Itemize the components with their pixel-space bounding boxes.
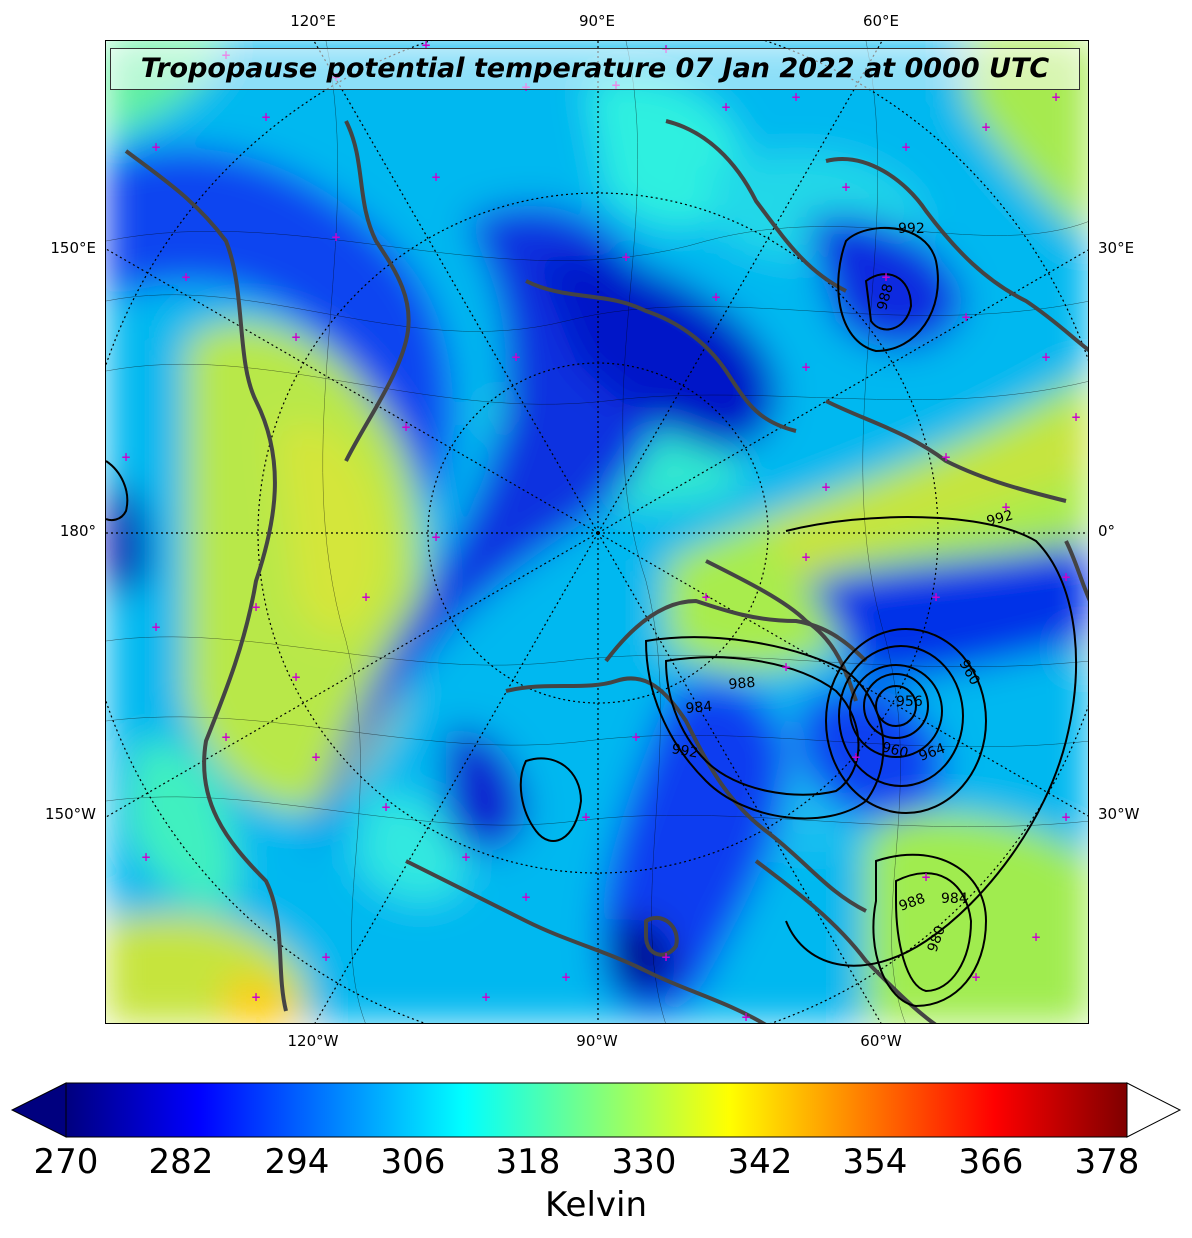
- station-marker: +: [431, 530, 441, 544]
- lon-label-top-1: 120°E: [290, 12, 336, 30]
- station-marker: +: [921, 870, 931, 884]
- coastlines: [124, 119, 1088, 1023]
- station-marker: +: [791, 90, 801, 104]
- station-marker: +: [801, 360, 811, 374]
- station-marker: +: [621, 250, 631, 264]
- contour-label: 992: [898, 221, 925, 237]
- station-marker: +: [251, 990, 261, 1004]
- station-marker: +: [261, 110, 271, 124]
- station-marker: +: [961, 310, 971, 324]
- colorbar-tick-label: 330: [611, 1142, 677, 1182]
- station-marker: +: [901, 140, 911, 154]
- colorbar: [10, 1082, 1182, 1138]
- station-marker: +: [511, 350, 521, 364]
- station-marker: +: [1051, 90, 1061, 104]
- station-marker: +: [1041, 350, 1051, 364]
- colorbar-tick-label: 306: [380, 1142, 446, 1182]
- station-marker: +: [581, 810, 591, 824]
- station-marker: +: [941, 450, 951, 464]
- station-marker: +: [251, 600, 261, 614]
- station-marker: +: [1031, 930, 1041, 944]
- colorbar-tick-label: 318: [495, 1142, 561, 1182]
- station-marker: +: [1001, 500, 1011, 514]
- station-marker: +: [801, 550, 811, 564]
- station-marker: +: [931, 590, 941, 604]
- lon-label-bottom-2: 90°W: [576, 1032, 618, 1050]
- station-marker: +: [841, 180, 851, 194]
- station-marker: +: [711, 290, 721, 304]
- station-marker: +: [721, 100, 731, 114]
- colorbar-label: Kelvin: [544, 1185, 648, 1225]
- station-marker: +: [331, 230, 341, 244]
- colorbar-gradient: [65, 1082, 1128, 1138]
- station-marker: +: [1061, 570, 1071, 584]
- contour-label: 988: [728, 675, 756, 693]
- station-marker: +: [381, 800, 391, 814]
- lon-label-bottom-1: 120°W: [287, 1032, 339, 1050]
- station-marker: +: [401, 420, 411, 434]
- station-marker: +: [1071, 410, 1081, 424]
- colorbar-tick-label: 270: [33, 1142, 99, 1182]
- lon-label-top-2: 90°E: [578, 12, 616, 30]
- station-marker: +: [431, 170, 441, 184]
- station-marker: +: [661, 950, 671, 964]
- station-marker: +: [481, 990, 491, 1004]
- lon-label-top-3: 60°E: [862, 12, 900, 30]
- station-marker: +: [741, 1010, 751, 1024]
- station-marker: +: [321, 950, 331, 964]
- station-marker: +: [221, 730, 231, 744]
- lat-label-right-1: 30°E: [1098, 239, 1135, 257]
- colorbar-extend-max: [1126, 1082, 1182, 1138]
- contour-label: 984: [685, 699, 713, 717]
- lat-label-right-3: 30°W: [1098, 805, 1140, 823]
- station-marker: +: [631, 730, 641, 744]
- colorbar-tick-label: 282: [148, 1142, 214, 1182]
- colorbar-tick-label: 378: [1074, 1142, 1140, 1182]
- pressure-contours: [106, 226, 1077, 1008]
- station-marker: +: [461, 850, 471, 864]
- station-marker: +: [881, 270, 891, 284]
- lat-label-left-1: 150°E: [50, 239, 96, 257]
- station-marker: +: [561, 970, 571, 984]
- lat-label-left-3: 150°W: [45, 805, 96, 823]
- contour-label: 992: [670, 741, 699, 761]
- station-marker: +: [121, 450, 131, 464]
- station-marker: +: [701, 590, 711, 604]
- lon-label-bottom-3: 60°W: [860, 1032, 902, 1050]
- contour-label: 992: [985, 507, 1015, 529]
- station-marker: +: [851, 750, 861, 764]
- colorbar-tick-label: 354: [842, 1142, 908, 1182]
- station-marker: +: [291, 330, 301, 344]
- lat-label-right-2: 0°: [1098, 522, 1116, 540]
- station-marker: +: [291, 670, 301, 684]
- station-marker: +: [421, 41, 431, 52]
- station-marker: +: [151, 620, 161, 634]
- contour-label: 956: [896, 694, 923, 710]
- graticule-lines: [106, 41, 1088, 1023]
- station-marker: +: [521, 890, 531, 904]
- station-marker: +: [141, 850, 151, 864]
- station-marker: +: [821, 480, 831, 494]
- colorbar-tick-label: 342: [727, 1142, 793, 1182]
- station-marker: +: [1061, 810, 1071, 824]
- map-title: Tropopause potential temperature 07 Jan …: [110, 48, 1080, 90]
- station-marker: +: [151, 140, 161, 154]
- station-marker: +: [981, 120, 991, 134]
- station-marker: +: [311, 750, 321, 764]
- colorbar-extend-min: [10, 1082, 67, 1138]
- station-marker: +: [971, 970, 981, 984]
- map-panel: 992 988 992 988 984 992 960 956 960 964 988 984 980 …: [105, 40, 1089, 1024]
- station-marker: +: [781, 660, 791, 674]
- colorbar-tick-label: 366: [958, 1142, 1024, 1182]
- colorbar-tick-label: 294: [264, 1142, 330, 1182]
- lat-label-left-2: 180°: [59, 522, 96, 540]
- contour-label: 988: [874, 282, 896, 312]
- contour-label: 960: [880, 739, 910, 761]
- potential-temperature-field: [106, 41, 1088, 1023]
- station-marker: +: [181, 270, 191, 284]
- contour-label: 984: [941, 891, 968, 907]
- station-marker: +: [361, 590, 371, 604]
